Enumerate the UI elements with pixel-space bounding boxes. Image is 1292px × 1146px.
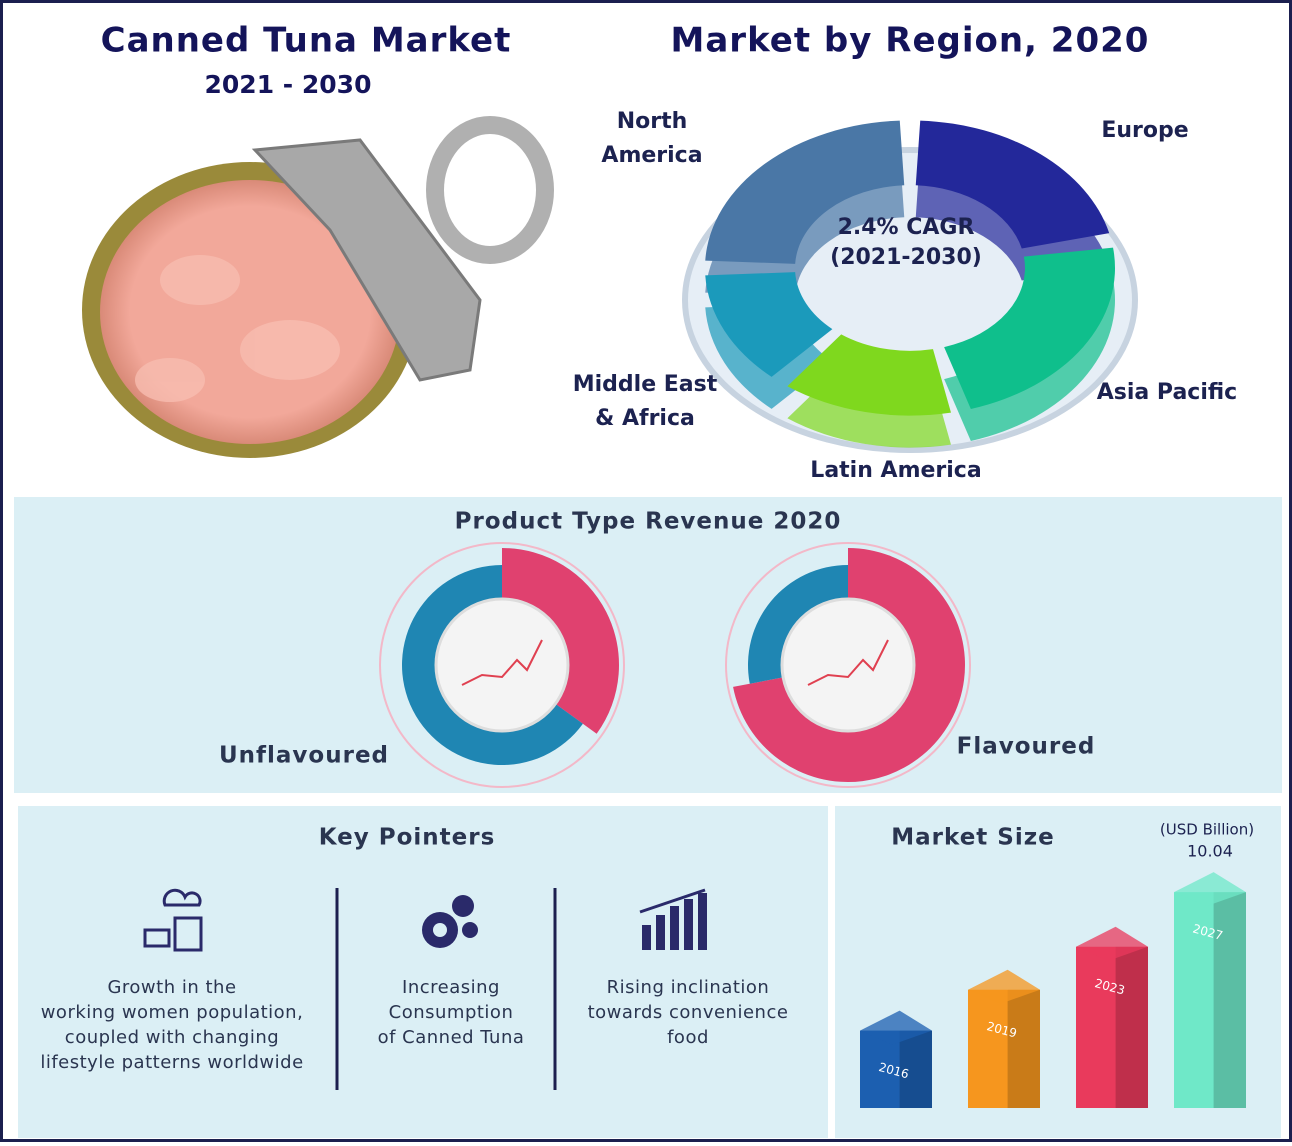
pointer-text: Increasing Consumption of Canned Tuna (378, 977, 525, 1048)
bar-shade (899, 1030, 932, 1108)
donut-halo (379, 542, 625, 788)
pointer-text: Rising inclination towards convenience foo… (588, 977, 789, 1048)
pointer-text-line: lifestyle patterns worldwide (40, 1052, 303, 1073)
region-segment (915, 120, 1110, 249)
pointer-text-line: towards convenience (588, 1002, 789, 1023)
title: Canned Tuna Market (101, 21, 512, 61)
donut-segment (733, 548, 966, 783)
region-label: Latin America (810, 458, 981, 483)
region-label: Asia Pacific (1097, 380, 1237, 405)
donut-segment (502, 548, 619, 734)
pointer-text-line: coupled with changing (65, 1027, 279, 1048)
icon-gears (422, 895, 478, 948)
icon-cloud (143, 888, 203, 952)
bar-shade (1213, 892, 1246, 1108)
region-label-line: Asia Pacific (1097, 380, 1237, 405)
bar (968, 989, 1040, 1108)
product-panel (14, 497, 1282, 793)
donut-halo (725, 542, 971, 788)
pointer-text-line: of Canned Tuna (378, 1027, 525, 1048)
region-segment (944, 247, 1115, 409)
center-label-line: (2021-2030) (830, 245, 982, 270)
product-name: Flavoured (957, 734, 1096, 760)
pointer-text-line: Increasing (402, 977, 500, 998)
center-icon (807, 639, 889, 686)
region-label-line: America (601, 143, 702, 168)
region-label-line: Middle East (573, 372, 718, 397)
bar (1076, 946, 1148, 1108)
pointer-text-line: Consumption (389, 1002, 514, 1023)
value-label: 10.04 (1187, 842, 1233, 861)
region-segment (787, 334, 951, 416)
bar-top (860, 1010, 932, 1045)
region-label-line: Europe (1101, 118, 1188, 143)
region-label: North America (601, 109, 702, 168)
bar (860, 1030, 932, 1108)
region-segment (705, 272, 833, 377)
region-segment (705, 120, 905, 264)
period: 2021 - 2030 (205, 70, 372, 99)
pointer-text-line: food (667, 1027, 709, 1048)
region-label: Europe (1101, 118, 1188, 143)
bar-top (968, 969, 1040, 1004)
donut-center (434, 597, 570, 733)
bar-shade (1115, 946, 1148, 1108)
bar-top (1076, 926, 1148, 961)
center-icon (461, 639, 543, 686)
center-label: 2.4% CAGR (2021-2030) (830, 215, 982, 270)
icon-bars (639, 888, 707, 950)
unit: (USD Billion) (1160, 821, 1254, 839)
pointer-text: Growth in the working women population, co… (40, 977, 303, 1073)
pointer-text-line: working women population, (41, 1002, 304, 1023)
region-label-line: & Africa (595, 406, 695, 431)
bar (1174, 892, 1246, 1108)
bar-top (1174, 872, 1246, 907)
can-illustration (82, 116, 554, 458)
bar-shade (1007, 989, 1040, 1108)
donut-segment (401, 565, 583, 766)
pointers-title: Key Pointers (319, 825, 496, 851)
size-title: Market Size (891, 825, 1054, 851)
region-label: Middle East & Africa (573, 372, 718, 431)
region-label-line: Latin America (810, 458, 981, 483)
product-title: Product Type Revenue 2020 (455, 509, 842, 535)
center-label-line: 2.4% CAGR (838, 215, 975, 240)
pointer-text-line: Growth in the (107, 977, 236, 998)
ring-top (705, 120, 1115, 416)
donut-segment (748, 565, 848, 684)
donut-center (780, 597, 916, 733)
region-label-line: North (617, 109, 688, 134)
pointer-text-line: Rising inclination (607, 977, 770, 998)
pointers-panel (18, 806, 828, 1138)
region-title: Market by Region, 2020 (671, 21, 1150, 61)
product-name: Unflavoured (219, 743, 389, 769)
